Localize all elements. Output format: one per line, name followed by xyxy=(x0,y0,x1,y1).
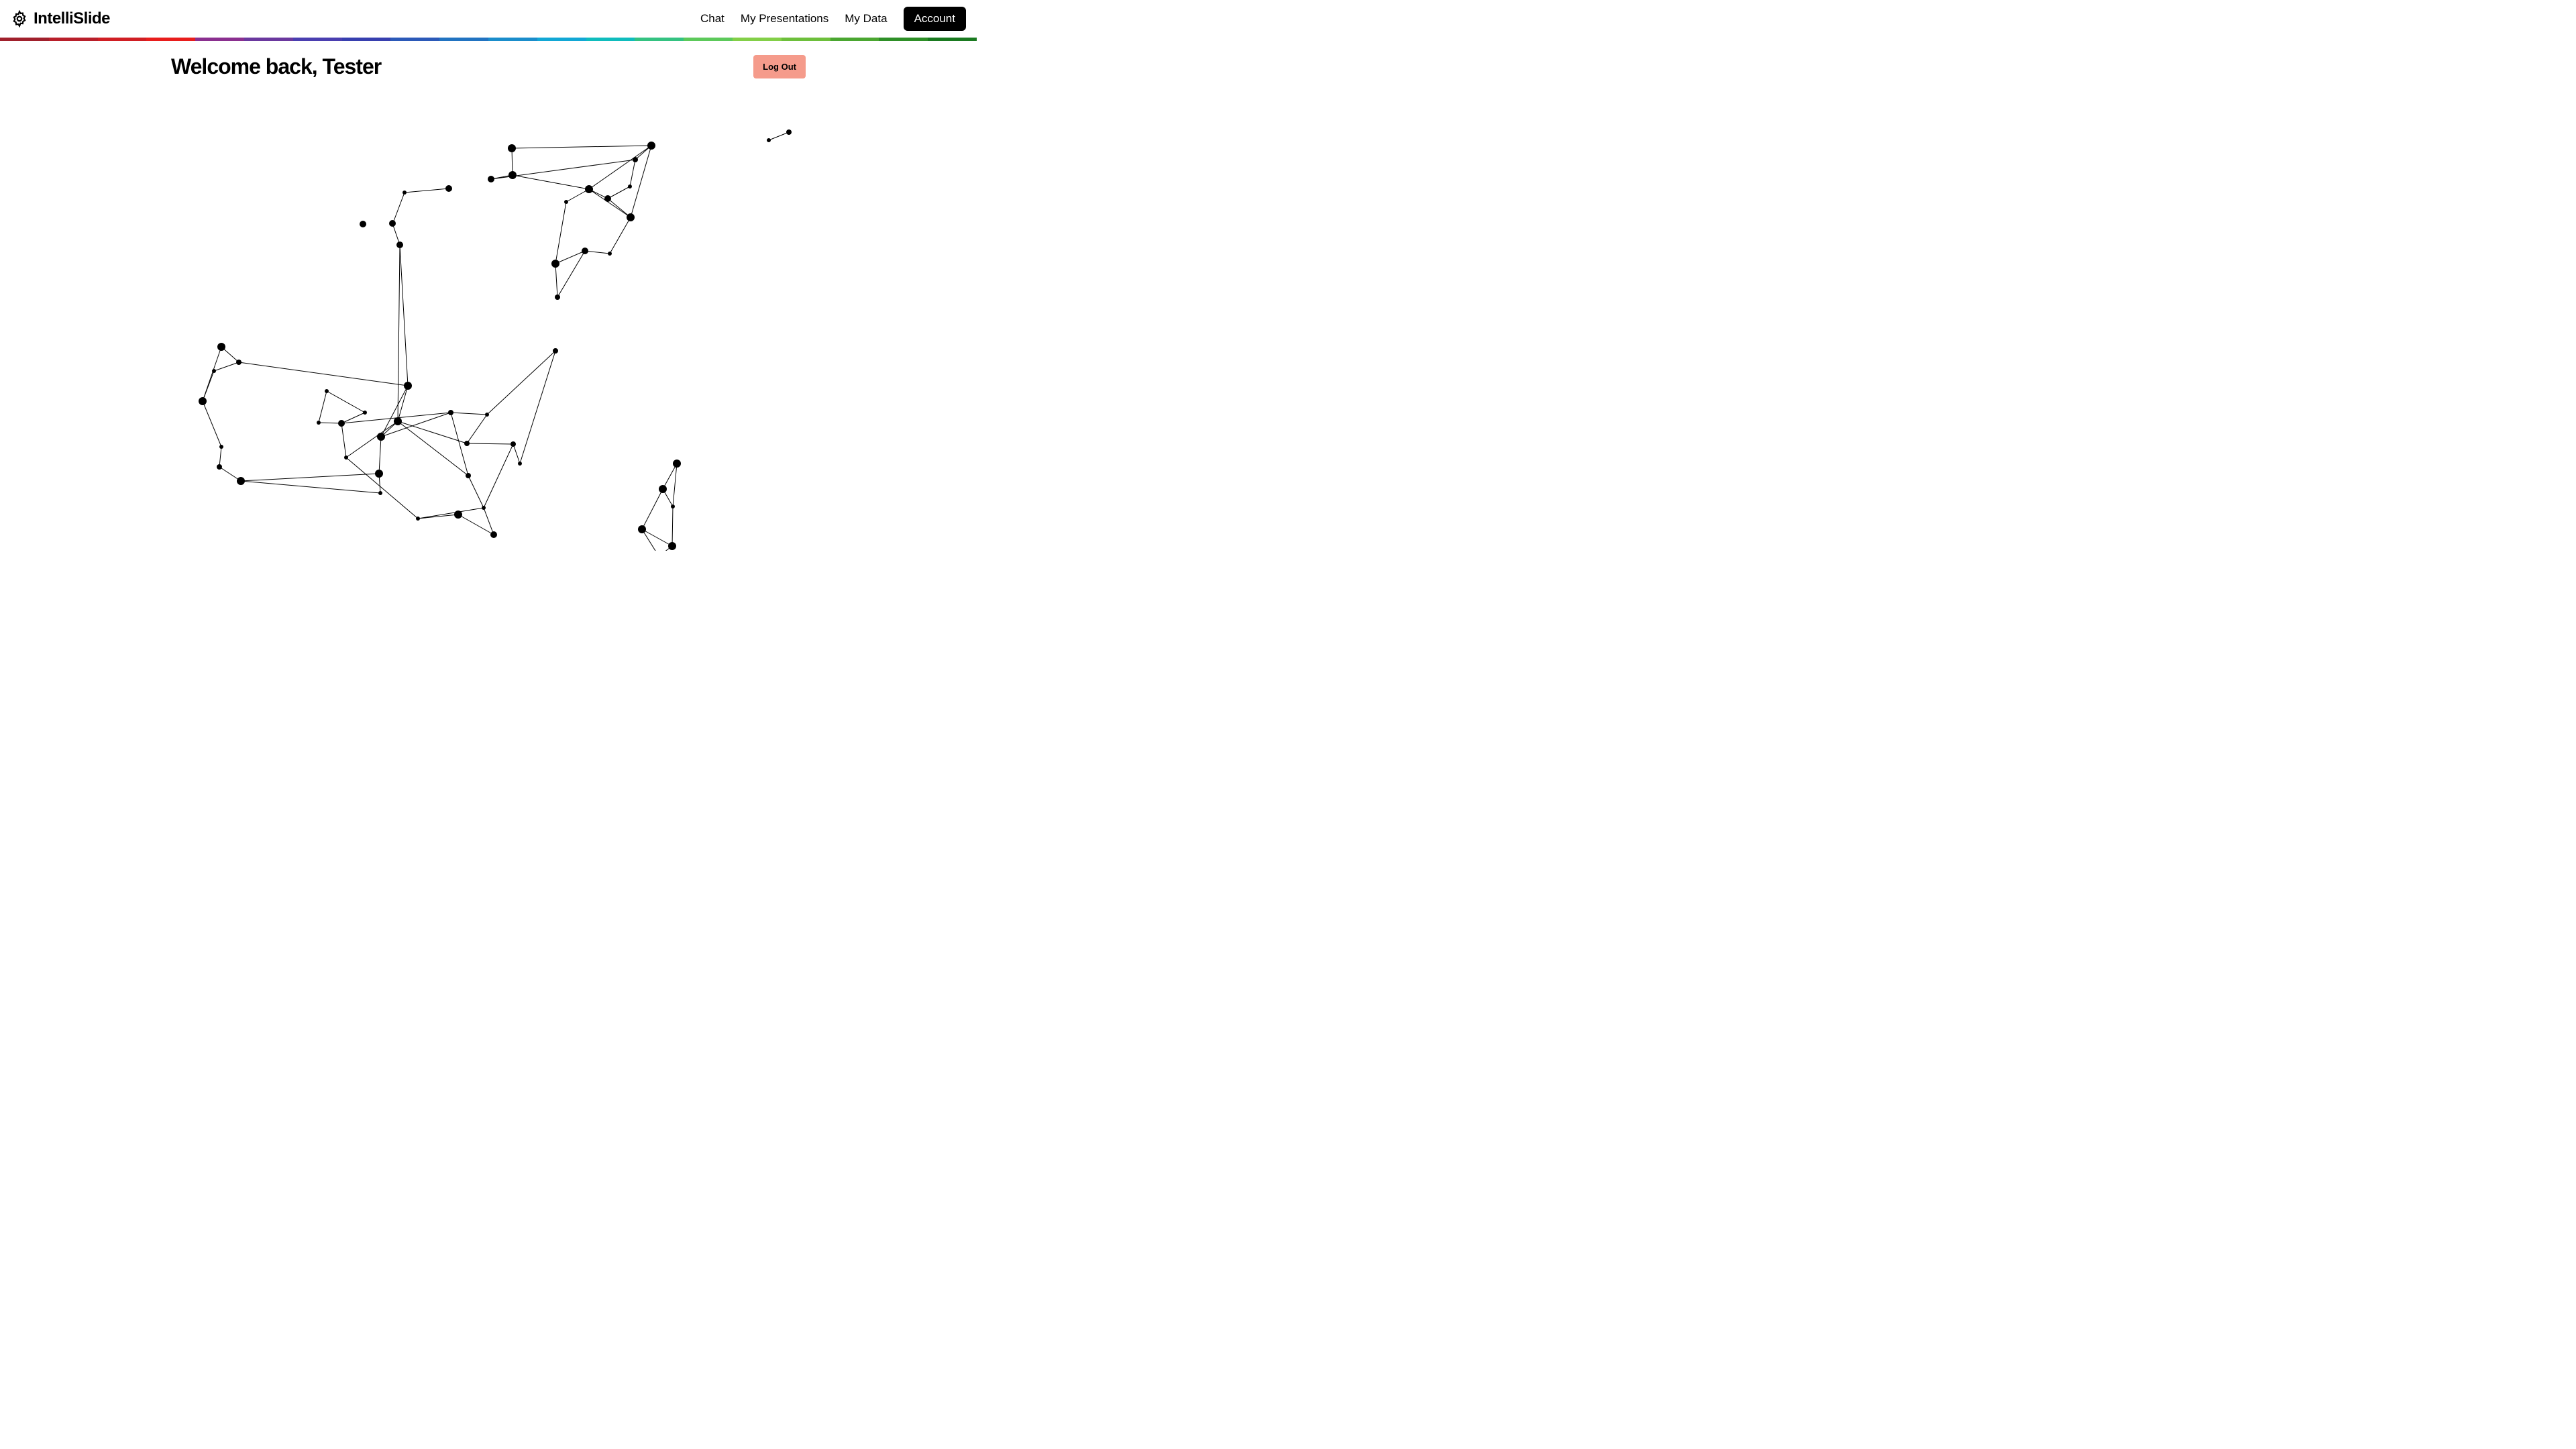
account-button[interactable]: Account xyxy=(904,7,966,31)
logout-button[interactable]: Log Out xyxy=(753,55,806,78)
nav: Chat My Presentations My Data Account xyxy=(700,7,966,31)
main-content: Welcome back, Tester Log Out xyxy=(171,41,806,79)
header: IntelliSlide Chat My Presentations My Da… xyxy=(0,0,977,38)
nav-presentations[interactable]: My Presentations xyxy=(741,12,828,25)
brand-label: IntelliSlide xyxy=(34,9,110,28)
welcome-heading: Welcome back, Tester xyxy=(171,54,381,79)
logo-group[interactable]: IntelliSlide xyxy=(11,9,110,28)
content-header: Welcome back, Tester Log Out xyxy=(171,54,806,79)
network-graph xyxy=(171,81,815,551)
nav-mydata[interactable]: My Data xyxy=(845,12,887,25)
nav-chat[interactable]: Chat xyxy=(700,12,724,25)
gear-icon xyxy=(11,10,28,28)
